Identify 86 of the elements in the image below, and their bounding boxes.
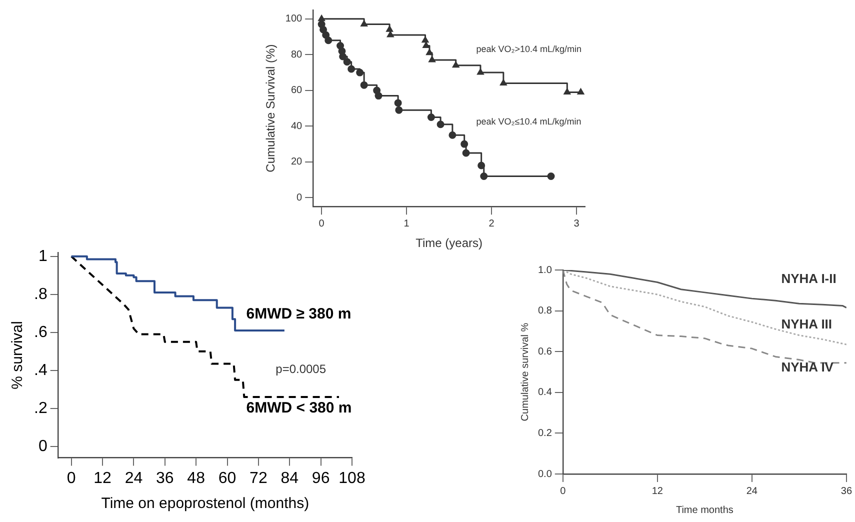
point [339,52,347,60]
point [322,31,330,39]
x-tick-label: 1 [404,218,410,230]
y-tick-label: 60 [290,85,303,96]
y-tick-label: 0.0 [538,468,552,480]
line-series [70,255,340,398]
y-axis-title: Cumulative Survival (%) [264,44,278,172]
point [360,81,368,89]
point [480,172,488,180]
y-tick-label: 20 [290,156,303,168]
y-tick-label: 100 [285,14,303,25]
point [422,36,429,43]
point [356,68,364,76]
point [427,113,435,121]
series-label: NYHA III [781,316,832,332]
series-label: peak VO₂≤10.4 mL/kg/min [476,116,582,127]
y-tick-label: 0.6 [538,346,552,358]
point [428,56,436,62]
series-label: peak VO₂>10.4 mL/kg/min [476,44,582,54]
y-tick-label: .4 [34,362,48,379]
x-tick-label: 24 [124,470,143,487]
x-tick-label: 48 [187,470,206,487]
x-tick-label: 12 [652,486,664,497]
point [477,68,484,75]
point [386,26,393,32]
annotation: p=0.0005 [276,362,326,376]
point [320,26,328,34]
point [547,172,555,180]
point [348,65,356,73]
y-axis-title: % survival [9,321,26,390]
point [343,58,351,66]
point [452,62,460,68]
point [336,42,344,50]
line-series [562,270,846,364]
x-tick-label: 12 [94,470,112,487]
y-tick-label: 0.8 [538,306,552,317]
point [395,106,403,114]
x-tick-label: 0 [66,470,76,487]
point [564,88,571,94]
x-tick-label: 2 [488,218,495,230]
y-tick-label: 0.4 [538,387,552,398]
y-tick-label: .6 [34,324,48,341]
x-tick-label: 84 [280,470,299,487]
x-tick-label: 36 [156,470,174,487]
point [462,149,470,157]
y-tick-label: .2 [34,400,48,417]
point [422,42,430,48]
series-label: NYHA IV [781,360,834,374]
y-tick-label: 0 [296,192,303,204]
x-tick-label: 96 [312,470,330,487]
point [426,49,433,56]
y-axis-title: Cumulative survival % [520,322,531,422]
x-axis-title: Time (years) [416,236,482,250]
x-axis-title: Time on epoprostenol (months) [101,495,310,512]
point [360,20,368,27]
y-tick-label: 40 [290,120,303,132]
point [387,31,394,38]
x-tick-label: 36 [840,486,852,497]
series-label: NYHA I-II [781,270,836,286]
point [577,88,584,94]
point [318,15,325,22]
y-tick-label: 0.2 [538,428,552,439]
point [448,131,456,139]
x-tick-label: 24 [746,486,758,497]
point [460,140,468,148]
point [500,80,507,86]
series-label: 6MWD < 380 m [246,400,352,417]
point [436,120,444,128]
x-axis-title: Time months [676,504,734,516]
x-tick-label: 3 [574,218,580,230]
x-tick-label: 0 [318,218,325,230]
series-label: 6MWD ≥ 380 m [246,305,352,322]
y-tick-label: 1 [38,248,48,265]
point [478,162,486,170]
x-tick-label: 108 [338,470,366,487]
point [374,92,382,100]
y-tick-label: 0 [38,438,48,455]
y-tick-label: 1.0 [538,264,552,276]
line-series [562,270,846,346]
x-tick-label: 72 [250,470,268,487]
y-tick-label: 80 [290,49,303,60]
x-tick-label: 0 [560,486,566,497]
y-tick-label: .8 [34,286,48,303]
point [324,36,332,44]
x-tick-label: 60 [218,470,236,487]
point [394,99,402,107]
